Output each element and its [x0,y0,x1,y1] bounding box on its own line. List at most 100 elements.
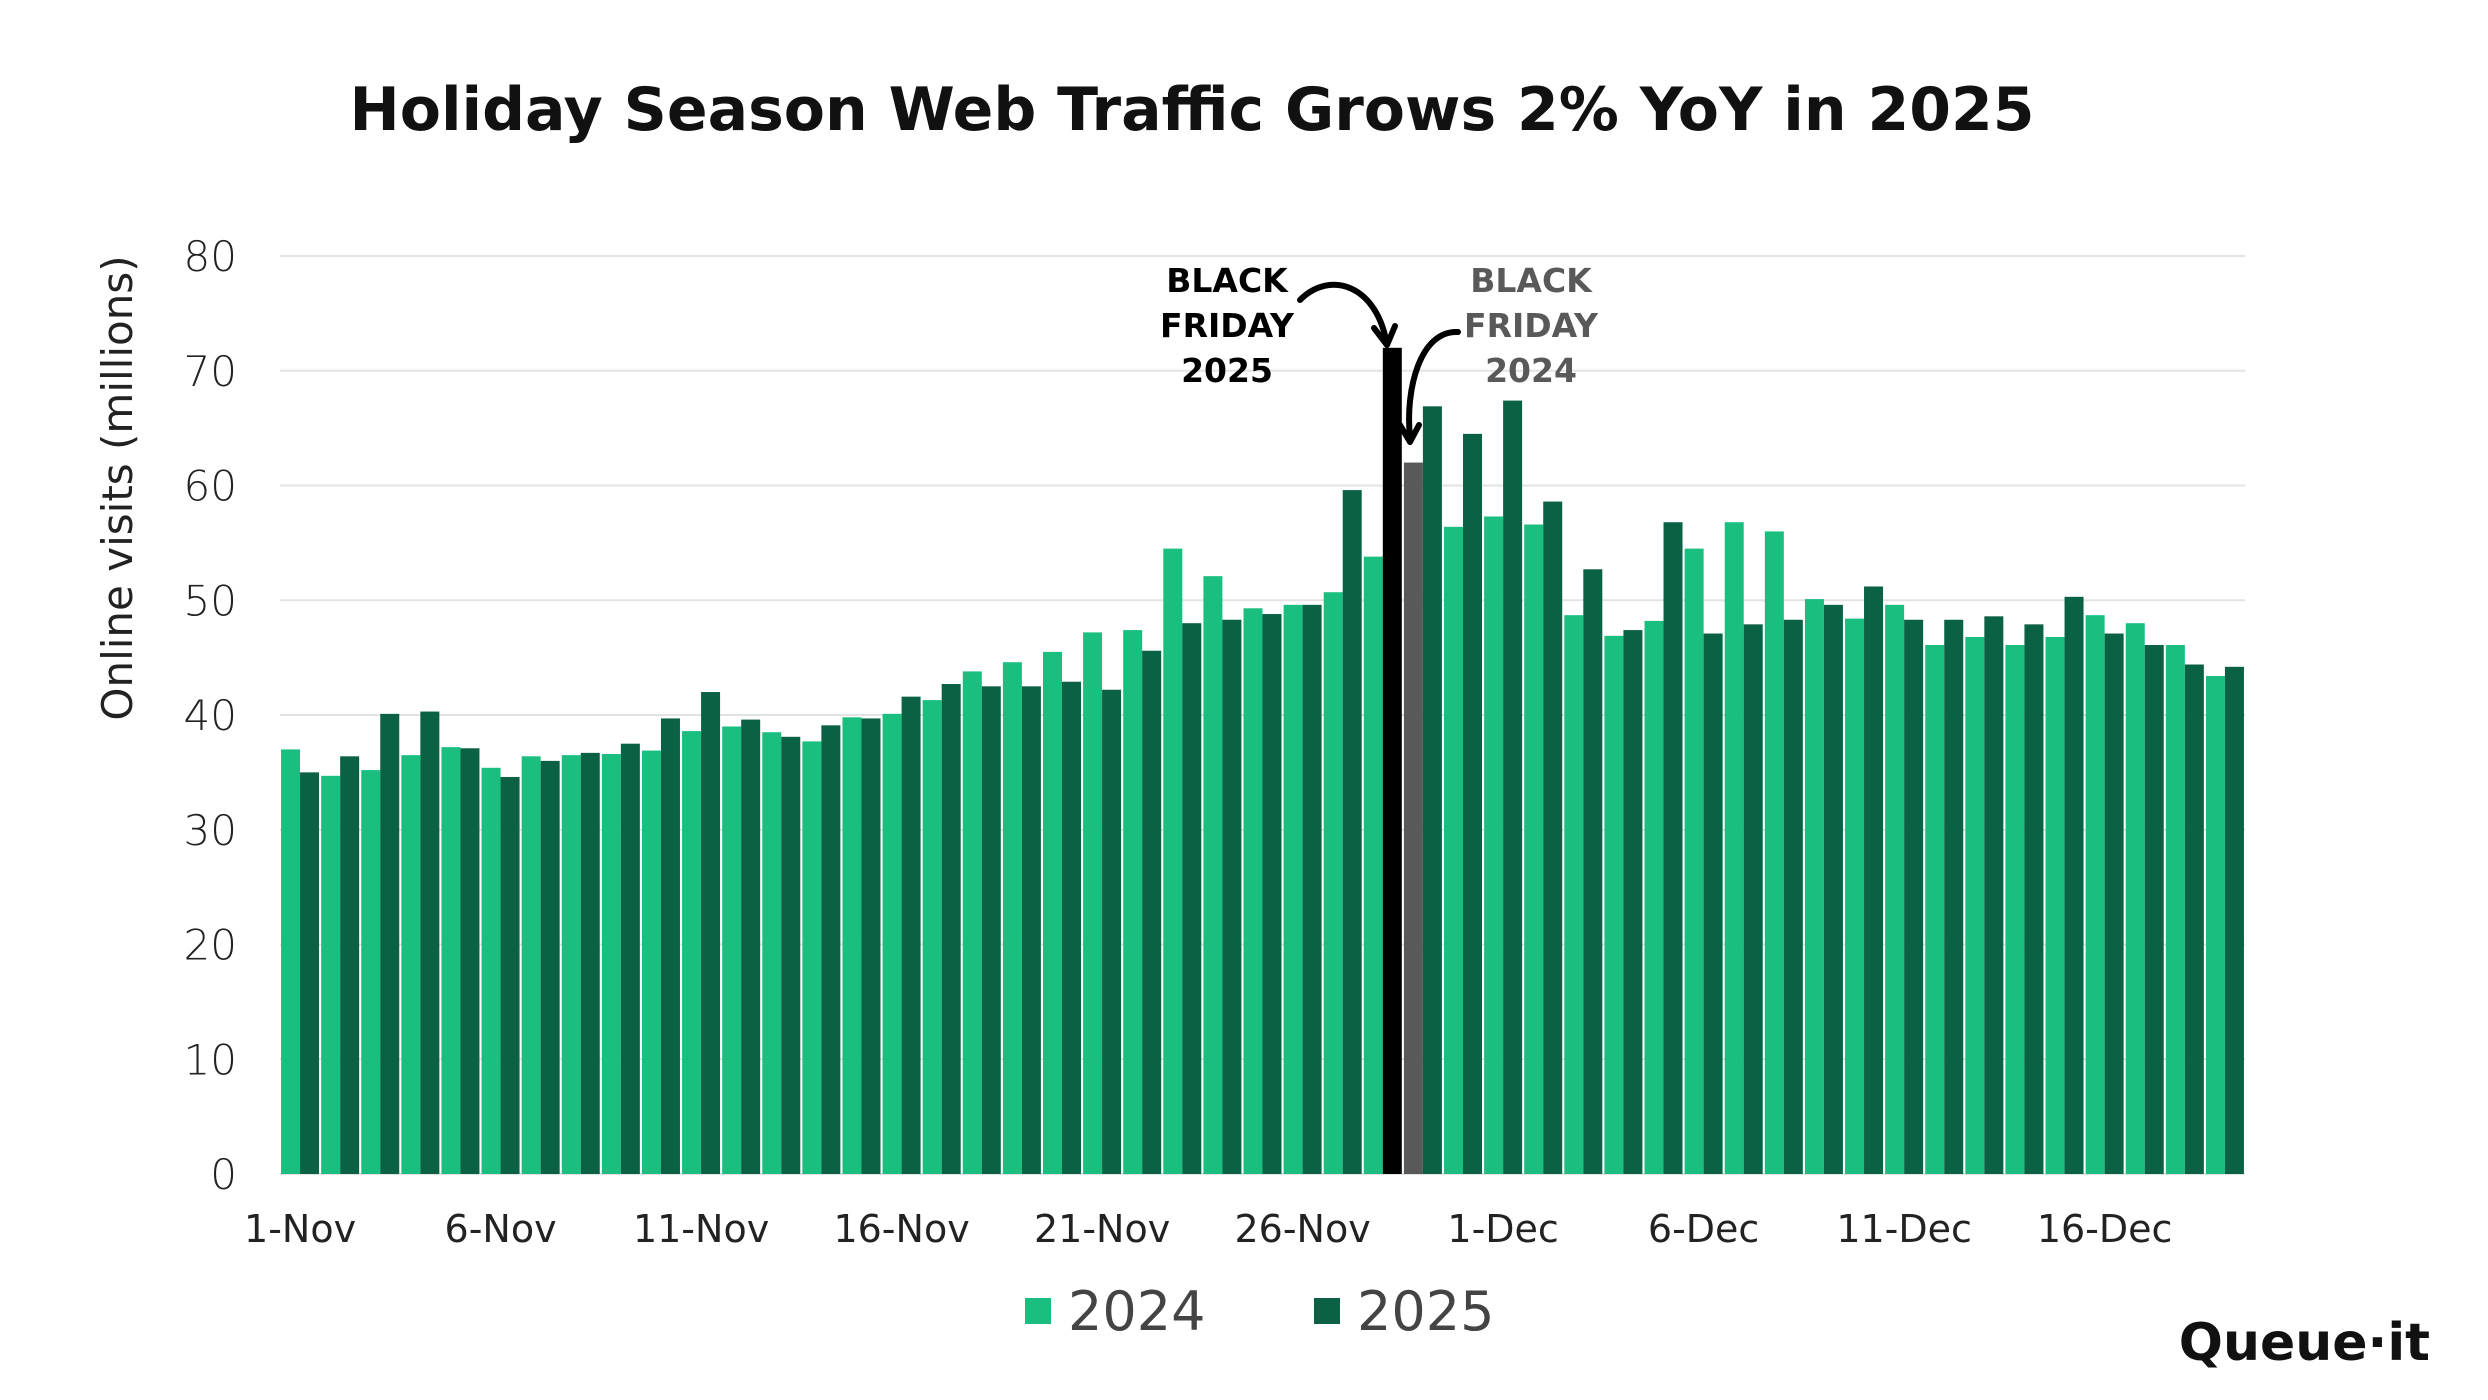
x-tick-label: 11-Nov [633,1207,769,1251]
bar-2025-2-Nov [340,756,360,1174]
bar-2024-14-Nov [802,741,822,1174]
bar-2025-4-Nov [420,711,440,1174]
bar-2024-18-Dec [2165,645,2185,1174]
bar-2024-12-Nov [722,726,742,1174]
bar-2025-14-Nov [821,725,841,1174]
bar-2025-13-Nov [781,736,801,1174]
bar-2024-18-Nov [962,671,982,1174]
y-axis-ticks: 0 10 20 30 40 50 60 70 80 [184,232,237,1199]
bar-2025-21-Nov [1102,689,1122,1174]
bar-2024-21-Nov [1083,632,1103,1174]
bars [281,347,2244,1175]
bar-2025-30-Nov [1463,433,1483,1174]
x-tick-label: 16-Nov [833,1207,969,1251]
bar-2024-13-Nov [762,732,782,1174]
y-tick-label: 20 [184,921,237,970]
bar-2025-11-Dec [1904,619,1924,1174]
bar-2025-12-Nov [741,719,761,1174]
y-tick-label: 50 [184,576,237,625]
bar-2025-2-Dec [1543,501,1563,1174]
legend-label-2025: 2025 [1357,1280,1494,1343]
bar-2024-23-Nov [1163,548,1183,1174]
bar-2024-11-Nov [682,731,702,1174]
y-tick-label: 30 [184,806,237,855]
bar-2024-25-Nov [1243,608,1263,1174]
bar-2025-3-Nov [380,713,400,1174]
bar-2024-17-Nov [922,700,942,1174]
bar-2024-4-Nov [401,755,421,1174]
x-tick-label: 26-Nov [1234,1207,1370,1251]
bar-2025-7-Nov [540,760,560,1174]
annotation-line: FRIDAY [1160,306,1295,345]
bar-2025-18-Dec [2184,664,2204,1174]
y-tick-label: 70 [184,347,237,396]
x-tick-label: 6-Nov [445,1207,557,1251]
bar-2024-10-Nov [641,750,661,1174]
bar-2025-16-Nov [901,696,921,1174]
bar-2024-19-Dec [2205,675,2225,1174]
bar-2025-6-Dec [1703,633,1723,1174]
bar-2024-16-Nov [882,713,902,1174]
x-tick-label: 11-Dec [1836,1207,1972,1251]
x-tick-label: 6-Dec [1648,1207,1759,1251]
bar-2024-22-Nov [1123,630,1143,1174]
bar-2024-7-Dec [1724,522,1744,1174]
bar-2024-3-Nov [361,770,381,1174]
bar-2024-6-Nov [481,767,501,1174]
bar-2025-19-Dec [2224,666,2244,1174]
annotation-line: FRIDAY [1464,306,1599,345]
bar-2025-8-Dec [1783,619,1803,1174]
annotation-line: BLACK [1470,261,1593,300]
bar-2024-15-Dec [2045,636,2065,1174]
bar-2025-27-Nov [1342,490,1362,1175]
bar-2025-17-Dec [2144,645,2164,1174]
bar-2025-15-Nov [861,718,881,1174]
x-tick-label: 1-Nov [244,1207,356,1251]
arrowhead-icon [1397,422,1422,445]
y-tick-label: 10 [184,1035,237,1084]
x-tick-label: 21-Nov [1034,1207,1170,1251]
bar-2024-11-Dec [1885,604,1905,1174]
bar-2024-26-Nov [1283,604,1303,1174]
bar-2024-24-Nov [1203,576,1223,1174]
bar-2025-1-Dec [1503,400,1523,1175]
bar-2025-6-Nov [500,776,520,1174]
x-axis-ticks: 1-Nov 6-Nov 11-Nov 16-Nov 21-Nov 26-Nov 1-Dec 6… [244,1207,2172,1251]
bar-2025-8-Nov [580,752,600,1174]
bar-2025-20-Nov [1061,681,1081,1174]
bar-2025-29-Nov [1422,406,1442,1174]
bar-2025-22-Nov [1142,650,1162,1174]
legend: 2024 2025 [1025,1280,1494,1343]
bar-2024-30-Nov [1444,526,1464,1174]
annotation-line: BLACK [1166,261,1289,300]
legend-swatch-2024 [1025,1298,1051,1324]
bar-2024-15-Nov [842,717,862,1174]
annotation-line: 2024 [1485,351,1577,390]
bar-2025-10-Nov [660,718,680,1174]
bar-2024-9-Nov [601,754,621,1174]
legend-swatch-2025 [1314,1298,1340,1324]
bar-2024-16-Dec [2085,615,2105,1174]
bar-2024-10-Dec [1845,618,1865,1174]
bar-2024-6-Dec [1684,548,1704,1174]
bar-2025-26-Nov [1302,604,1322,1174]
bar-2025-24-Nov [1222,619,1242,1174]
bar-2025-13-Dec [1984,616,2004,1174]
bar-2025-19-Nov [1021,686,1041,1174]
bar-2025-1-Nov [300,772,320,1174]
bar-2024-4-Dec [1604,635,1624,1174]
bar-2025-14-Dec [2024,624,2044,1174]
bar-2025-9-Dec [1823,604,1843,1174]
bar-2024-19-Nov [1002,662,1022,1174]
arrowhead-icon [1371,323,1398,348]
bar-2024-2-Dec [1524,524,1544,1174]
annotation-line: 2025 [1181,351,1273,390]
bar-2024-3-Dec [1564,615,1584,1174]
bar-2024-1-Dec [1484,516,1504,1174]
bar-2025-12-Dec [1944,619,1964,1174]
bar-2024-5-Nov [441,747,461,1174]
bar-2024-9-Dec [1804,599,1824,1174]
bar-2024-17-Dec [2125,623,2145,1174]
bar-2024-2-Nov [321,775,341,1174]
